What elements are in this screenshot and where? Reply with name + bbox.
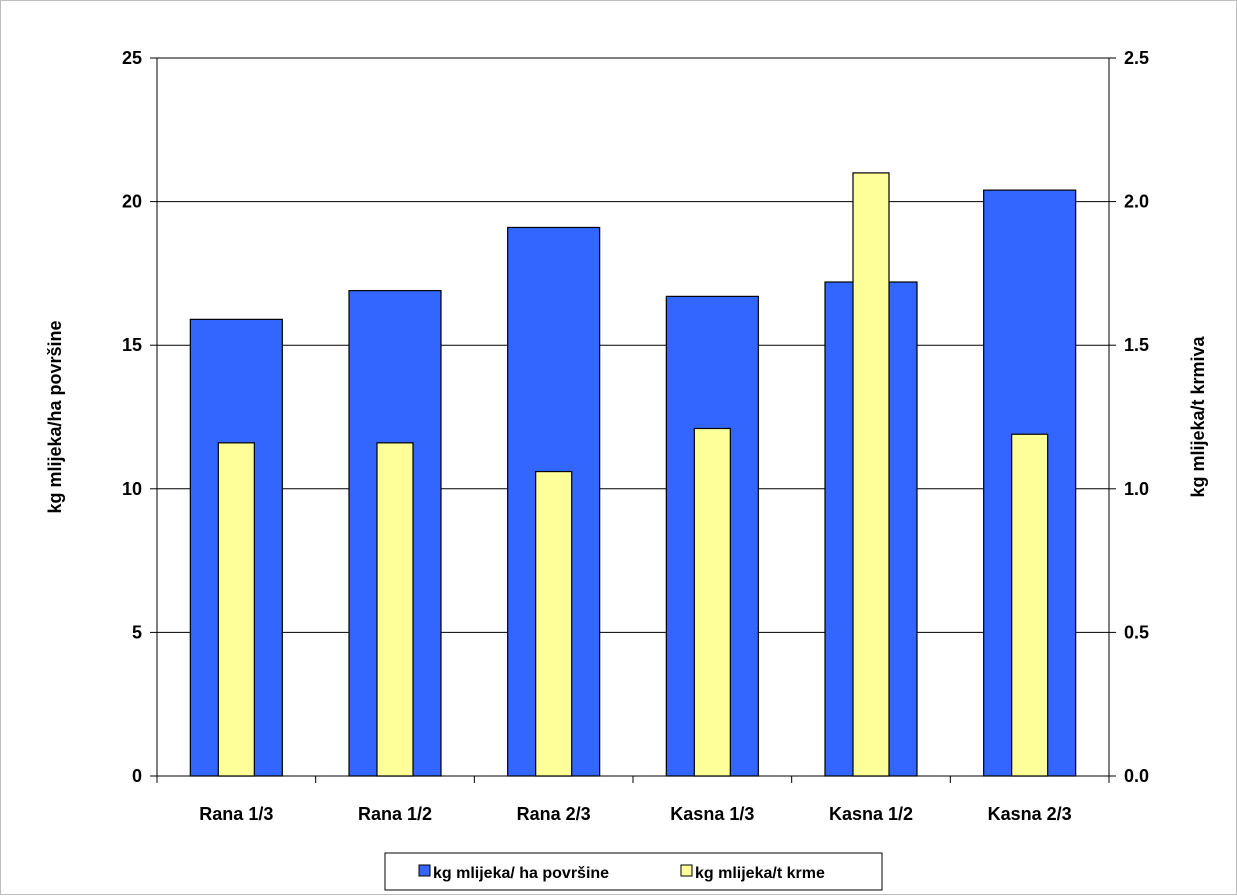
bars — [190, 173, 1075, 776]
bar-series-2 — [218, 443, 254, 776]
legend-label-series-1: kg mlijeka/ ha površine — [433, 865, 609, 882]
x-category-label: Kasna 1/3 — [670, 804, 754, 824]
x-category-label: Kasna 2/3 — [988, 804, 1072, 824]
legend-swatch-series-1 — [419, 865, 430, 876]
x-category-label: Kasna 1/2 — [829, 804, 913, 824]
legend-label-series-2: kg mlijeka/t krme — [695, 865, 825, 882]
legend: kg mlijeka/ ha površine kg mlijeka/t krm… — [385, 853, 882, 890]
y-right-tick-label: 1.5 — [1124, 335, 1149, 355]
gridlines — [157, 58, 1109, 632]
y-right-tick-label: 2.0 — [1124, 192, 1149, 212]
bar-series-2 — [853, 173, 889, 776]
y-left-tick-label: 10 — [122, 479, 142, 499]
bar-series-2 — [1012, 434, 1048, 776]
y-left-tick-label: 5 — [132, 622, 142, 642]
y-axis-left-title: kg mlijeka/ha površine — [45, 320, 65, 513]
bar-series-2 — [694, 428, 730, 776]
y-right-tick-label: 0.5 — [1124, 622, 1149, 642]
legend-swatch-series-2 — [681, 865, 692, 876]
y-left-tick-label: 15 — [122, 335, 142, 355]
y-axis-right-title: kg mlijeka/t krmiva — [1188, 335, 1208, 497]
x-category-label: Rana 1/2 — [358, 804, 432, 824]
x-category-label: Rana 1/3 — [199, 804, 273, 824]
x-category-label: Rana 2/3 — [517, 804, 591, 824]
bar-series-2 — [377, 443, 413, 776]
bar-series-2 — [536, 472, 572, 776]
y-left-tick-label: 25 — [122, 48, 142, 68]
y-right-tick-label: 2.5 — [1124, 48, 1149, 68]
axes — [157, 58, 1109, 776]
y-left-tick-label: 20 — [122, 192, 142, 212]
y-right-tick-label: 0.0 — [1124, 766, 1149, 786]
y-right-tick-label: 1.0 — [1124, 479, 1149, 499]
y-left-tick-label: 0 — [132, 766, 142, 786]
